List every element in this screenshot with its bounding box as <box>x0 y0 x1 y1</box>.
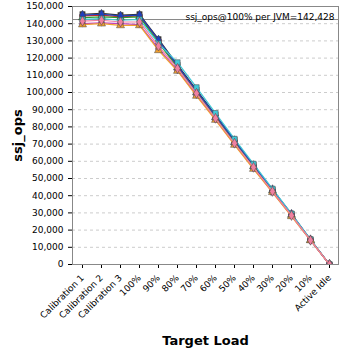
svg-text:Calibration 3: Calibration 3 <box>76 273 124 321</box>
svg-text:40,000: 40,000 <box>32 191 64 201</box>
svg-text:10,000: 10,000 <box>32 242 64 252</box>
svg-text:Target Load: Target Load <box>162 333 249 348</box>
svg-text:90,000: 90,000 <box>32 105 64 115</box>
svg-text:30,000: 30,000 <box>32 208 64 218</box>
svg-text:40%: 40% <box>236 272 258 294</box>
svg-text:150,000: 150,000 <box>26 1 63 11</box>
svg-text:130,000: 130,000 <box>26 36 63 46</box>
svg-text:0: 0 <box>58 259 64 269</box>
svg-text:60,000: 60,000 <box>32 156 64 166</box>
svg-text:110,000: 110,000 <box>26 70 63 80</box>
svg-text:60%: 60% <box>198 272 220 294</box>
svg-text:50,000: 50,000 <box>32 173 64 183</box>
svg-text:100,000: 100,000 <box>26 87 63 97</box>
svg-text:20,000: 20,000 <box>32 225 64 235</box>
svg-text:140,000: 140,000 <box>26 19 63 29</box>
svg-text:50%: 50% <box>217 272 239 294</box>
svg-text:70%: 70% <box>179 272 201 294</box>
svg-text:ssj_ops@100% per JVM=142,428: ssj_ops@100% per JVM=142,428 <box>185 12 334 22</box>
svg-text:10%: 10% <box>292 272 314 294</box>
svg-text:ssj_ops: ssj_ops <box>10 109 26 162</box>
svg-text:100%: 100% <box>118 272 144 298</box>
svg-text:90%: 90% <box>141 272 163 294</box>
svg-text:20%: 20% <box>274 272 296 294</box>
svg-text:80%: 80% <box>160 272 182 294</box>
svg-text:Calibration 1: Calibration 1 <box>38 272 86 321</box>
svg-text:70,000: 70,000 <box>32 139 64 149</box>
svg-text:Calibration 2: Calibration 2 <box>57 272 105 321</box>
svg-text:80,000: 80,000 <box>32 122 64 132</box>
svg-text:120,000: 120,000 <box>26 53 63 63</box>
svg-text:Active Idle: Active Idle <box>293 272 334 313</box>
svg-text:30%: 30% <box>255 272 277 294</box>
